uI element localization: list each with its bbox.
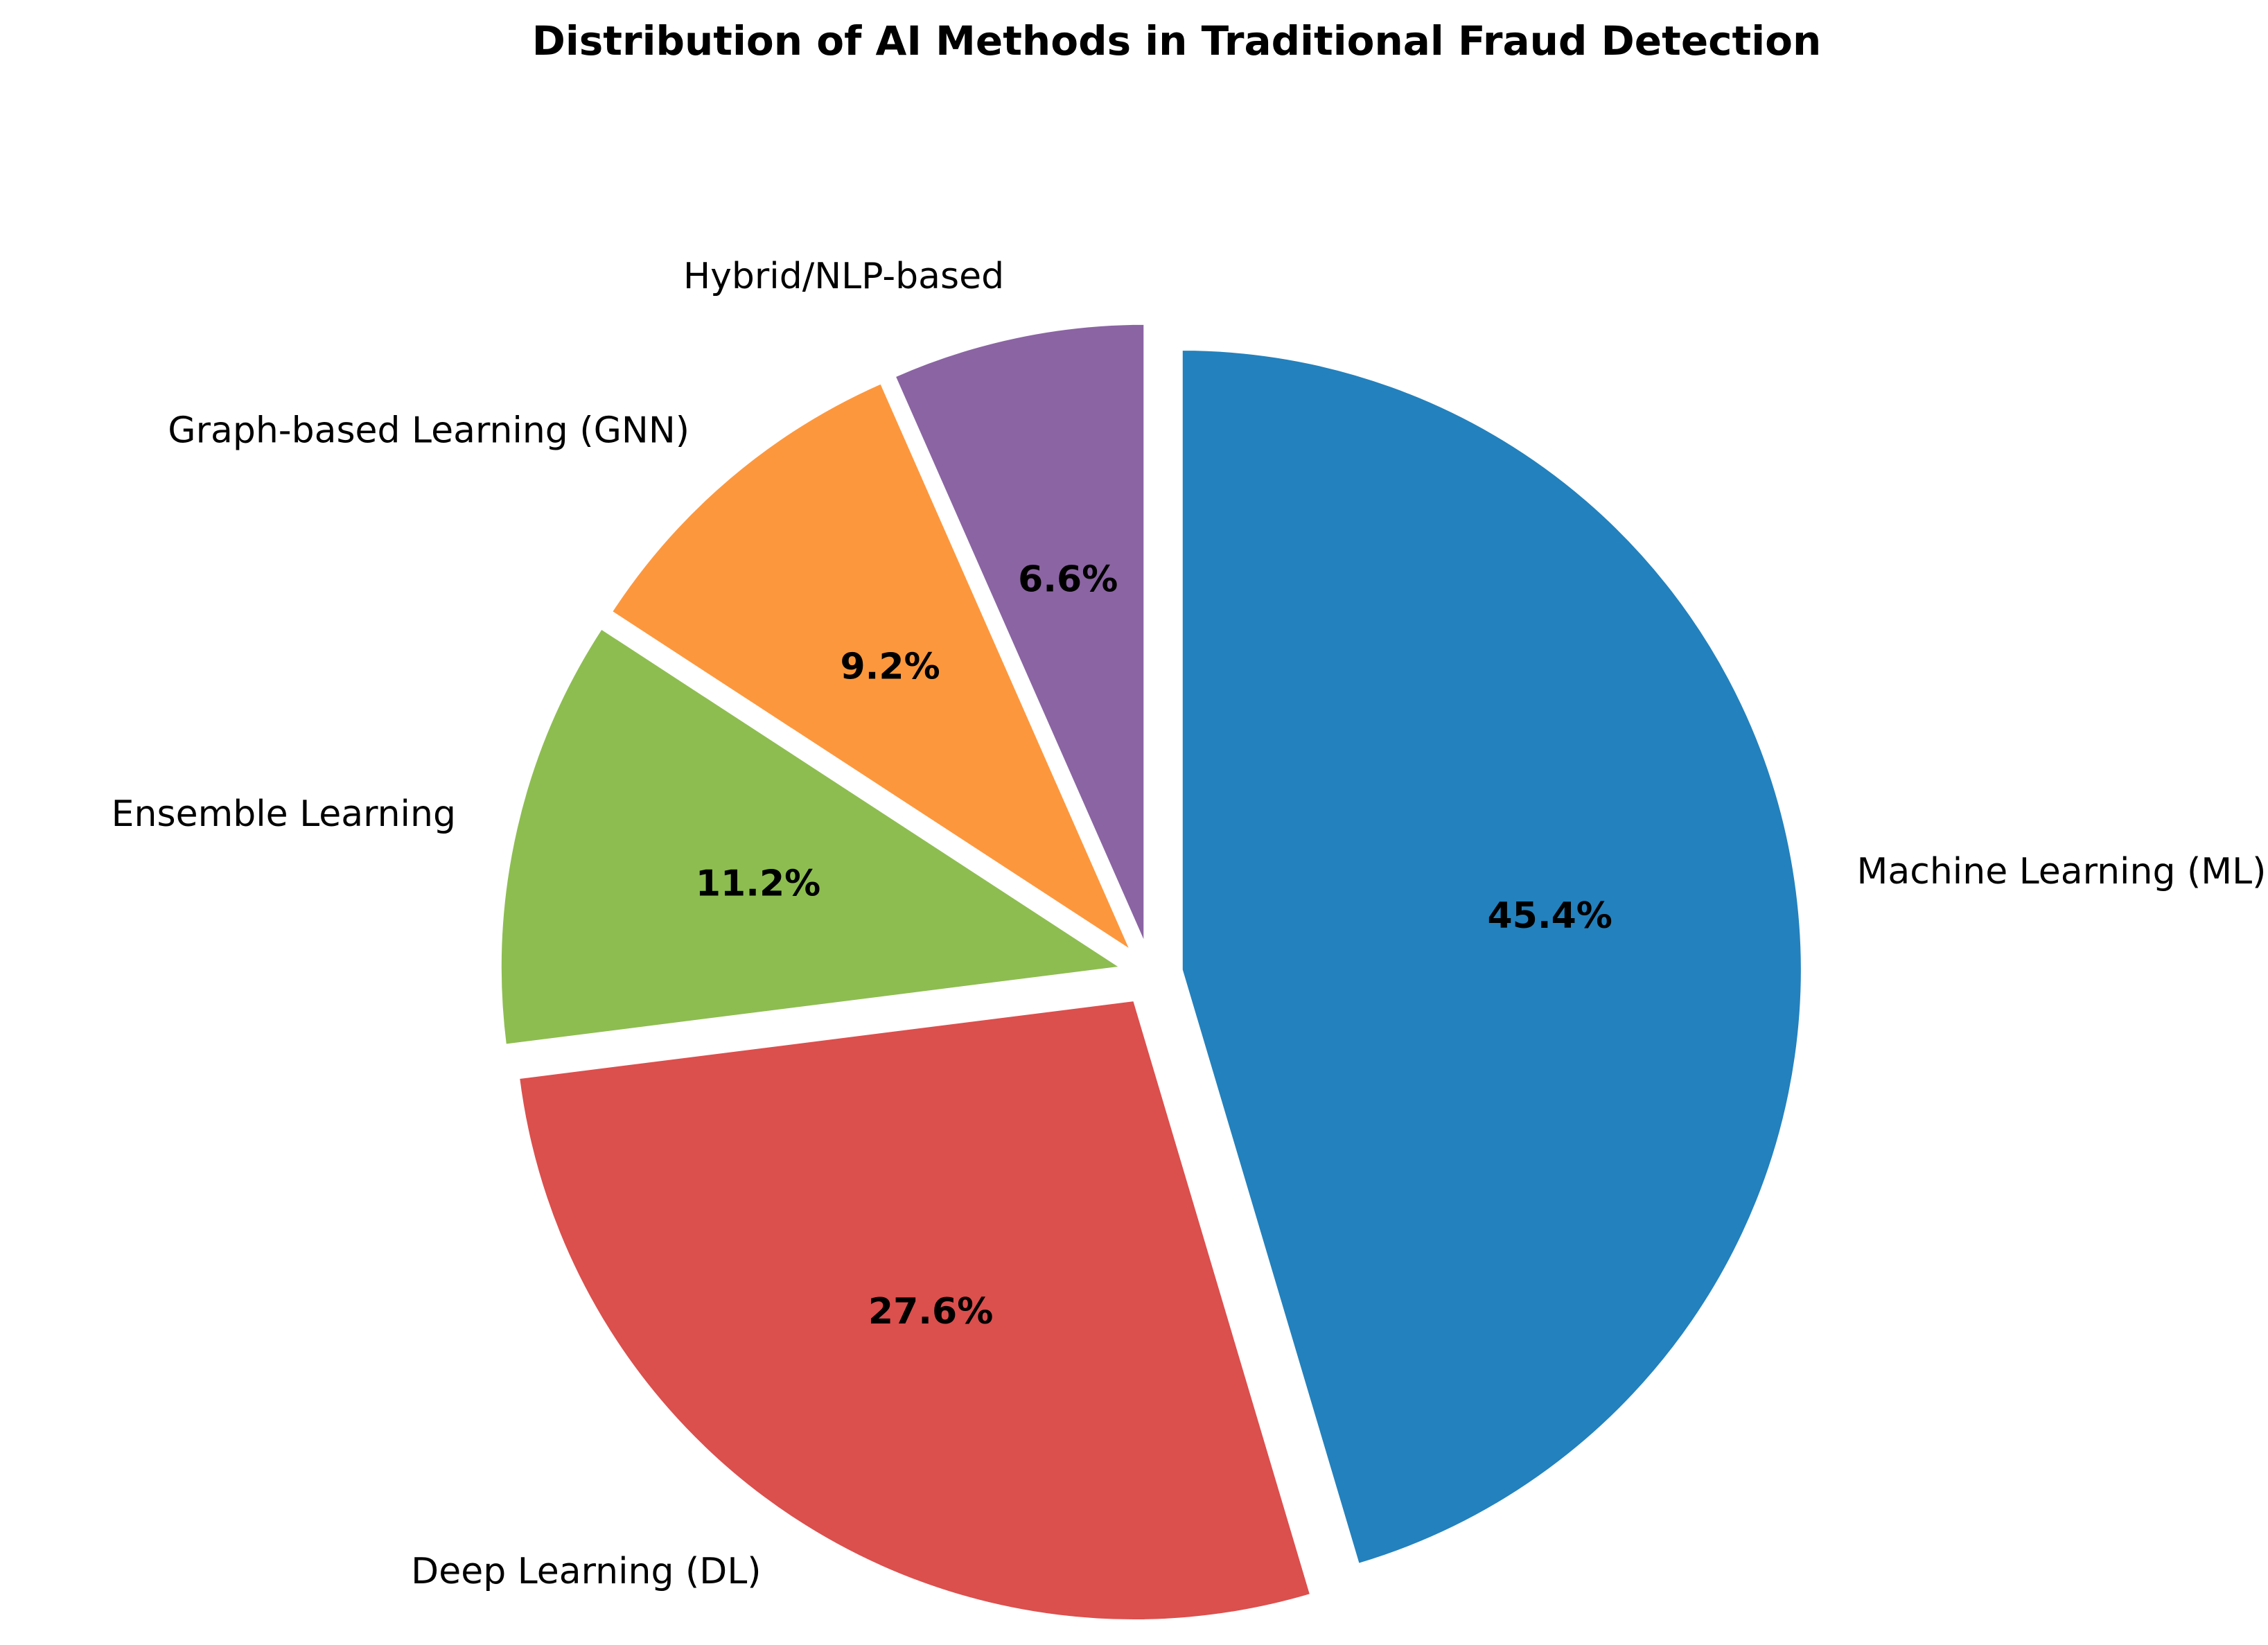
- percent-label-graph-based-learning-gnn: 9.2%: [840, 646, 940, 687]
- percent-label-deep-learning-dl: 27.6%: [868, 1291, 993, 1332]
- category-label-graph-based-learning-gnn: Graph-based Learning (GNN): [168, 410, 689, 451]
- pie-slice-machine-learning-ml: [1180, 349, 1803, 1566]
- percent-label-hybrid-nlp-based: 6.6%: [1018, 559, 1118, 601]
- pie-slice-ensemble-learning: [499, 626, 1124, 1046]
- category-label-deep-learning-dl: Deep Learning (DL): [411, 1551, 761, 1592]
- pie-slice-hybrid-nlp-based: [893, 322, 1146, 944]
- percent-label-ensemble-learning: 11.2%: [696, 863, 820, 905]
- pie-slice-deep-learning-dl: [517, 999, 1312, 1621]
- pie-slices: [499, 322, 1803, 1621]
- category-label-ensemble-learning: Ensemble Learning: [112, 793, 456, 835]
- percent-label-machine-learning-ml: 45.4%: [1487, 895, 1612, 937]
- category-label-hybrid-nlp-based: Hybrid/NLP-based: [683, 256, 1004, 297]
- category-labels: Machine Learning (ML) Deep Learning (DL) E…: [112, 256, 2267, 1592]
- percent-labels: 45.4% 27.6% 11.2% 9.2% 6.6%: [696, 559, 1612, 1333]
- category-label-machine-learning-ml: Machine Learning (ML): [1857, 851, 2267, 892]
- pie-slice-graph-based-learning-gnn: [610, 381, 1134, 953]
- chart-title: Distribution of AI Methods in Traditiona…: [532, 17, 1822, 64]
